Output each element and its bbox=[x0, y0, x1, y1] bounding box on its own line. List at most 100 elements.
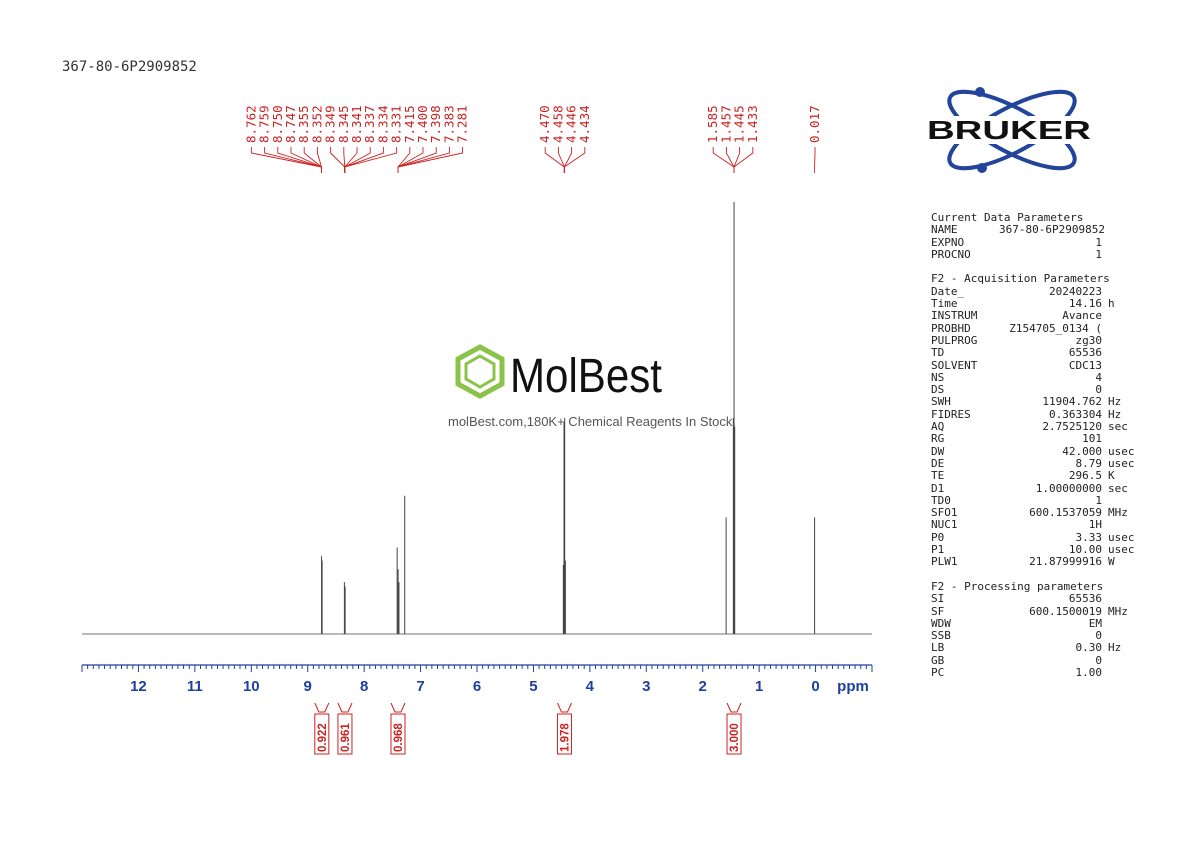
param-row: Date_ 20240223 bbox=[931, 284, 1148, 298]
peak-label: 8.759 bbox=[257, 105, 272, 143]
param-key: PROCNO bbox=[931, 247, 971, 261]
peak-label-connector bbox=[712, 147, 735, 173]
param-key: PULPROG bbox=[931, 333, 978, 347]
param-row: SWH 11904.762 Hz bbox=[931, 395, 1148, 409]
param-row: D1 1.00000000 sec bbox=[931, 481, 1148, 495]
benzene-icon bbox=[455, 344, 505, 399]
molbest-tagline: molBest.com,180K+ Chemical Reagents In S… bbox=[448, 414, 736, 429]
axis-tick-label: 1 bbox=[755, 678, 763, 695]
peak-label: 7.415 bbox=[402, 105, 417, 143]
param-unit: MHz bbox=[1108, 604, 1128, 618]
param-key: SI bbox=[931, 592, 945, 606]
integral-box bbox=[314, 713, 330, 755]
param-key: P1 bbox=[931, 543, 945, 557]
param-unit: Hz bbox=[1108, 395, 1122, 409]
peak-label: 8.345 bbox=[336, 105, 351, 143]
integral-box bbox=[556, 713, 572, 755]
param-value: 0 bbox=[1095, 629, 1102, 643]
param-value: 101 bbox=[1082, 432, 1102, 446]
nmr-spectrum: 8.7628.7598.7508.7478.3558.3528.3498.345… bbox=[81, 105, 873, 755]
integral-value: 0.961 bbox=[340, 723, 352, 752]
peak-label-connector bbox=[733, 147, 741, 173]
param-row: SOLVENT CDC13 bbox=[931, 359, 1148, 372]
param-value: 1 bbox=[1095, 235, 1102, 249]
integral-box bbox=[390, 713, 406, 755]
param-value: Avance bbox=[1062, 309, 1102, 323]
param-value: 65536 bbox=[1068, 346, 1102, 360]
param-unit bbox=[1108, 249, 1148, 261]
param-value: 20240223 bbox=[1049, 284, 1102, 298]
param-value: zg30 bbox=[1075, 333, 1103, 347]
axis-tick-label: 0 bbox=[811, 678, 819, 695]
param-value: 10.00 bbox=[1068, 543, 1102, 557]
param-row: PC 1.00 bbox=[931, 665, 1148, 679]
param-value: 11904.762 bbox=[1042, 395, 1102, 409]
param-row: SFO1 600.1537059 MHz bbox=[931, 506, 1148, 520]
param-key: DW bbox=[931, 444, 945, 458]
param-unit bbox=[1108, 519, 1148, 531]
molbest-logo: MolBest bbox=[452, 344, 672, 404]
param-unit bbox=[1108, 655, 1148, 667]
peak-label: 4.446 bbox=[564, 105, 579, 143]
param-row: NAME 367-80-6P2909852 bbox=[931, 223, 1148, 237]
peak-label: 8.762 bbox=[243, 105, 258, 143]
param-key: DS bbox=[931, 383, 945, 397]
param-unit: usec bbox=[1108, 444, 1135, 458]
axis-tick-label: 11 bbox=[187, 678, 203, 695]
param-value: 1 bbox=[1095, 493, 1102, 507]
param-row: NS 4 bbox=[931, 370, 1148, 384]
param-value: 1.00 bbox=[1075, 665, 1103, 679]
param-key: NS bbox=[931, 370, 945, 384]
param-unit: K bbox=[1108, 469, 1115, 483]
axis-label: ppm bbox=[837, 678, 869, 695]
peak-label-connector bbox=[344, 147, 371, 173]
peak-label: 7.400 bbox=[415, 105, 430, 143]
param-row: P0 3.33 usec bbox=[931, 530, 1148, 544]
param-value: 4 bbox=[1095, 370, 1102, 384]
param-value: 0 bbox=[1095, 383, 1102, 397]
param-unit: W bbox=[1108, 555, 1115, 569]
param-unit: h bbox=[1108, 297, 1115, 311]
param-key: SSB bbox=[931, 629, 951, 643]
peak-label: 8.747 bbox=[283, 105, 298, 143]
param-row: PULPROG zg30 bbox=[931, 333, 1148, 347]
param-unit bbox=[1108, 347, 1148, 359]
peak-label-connector bbox=[563, 147, 573, 173]
integral-value: 0.968 bbox=[393, 723, 405, 752]
param-key: DE bbox=[931, 456, 945, 470]
param-key: P0 bbox=[931, 530, 945, 544]
bruker-wordmark: BRUKER bbox=[927, 115, 1091, 145]
integral-bracket bbox=[726, 702, 742, 713]
param-row: FIDRES 0.363304 Hz bbox=[931, 408, 1148, 421]
current-params-title: Current Data Parameters bbox=[931, 211, 1084, 224]
param-row: SSB 0 bbox=[931, 629, 1148, 643]
integral-layer: 0.922 0.961 0.968 1.978 3.000 bbox=[314, 702, 742, 755]
param-row: LB 0.30 Hz bbox=[931, 642, 1148, 655]
param-value: 1.00000000 bbox=[1035, 481, 1102, 495]
param-value: 14.16 bbox=[1068, 297, 1102, 311]
param-key: TD bbox=[931, 346, 945, 360]
integral-box bbox=[337, 713, 353, 755]
axis-tick-label: 3 bbox=[642, 678, 650, 695]
param-value: 1 bbox=[1095, 247, 1102, 261]
param-value: EM bbox=[1088, 616, 1102, 630]
param-key: WDW bbox=[931, 616, 951, 630]
axis-tick-label: 4 bbox=[586, 678, 595, 695]
param-value: 65536 bbox=[1068, 592, 1102, 606]
axis-tick-label: 10 bbox=[243, 678, 260, 695]
param-value: 600.1537059 bbox=[1029, 506, 1102, 520]
peak-label: 4.434 bbox=[577, 105, 592, 143]
param-row: WDW EM bbox=[931, 616, 1148, 630]
param-row: INSTRUM Avance bbox=[931, 309, 1148, 323]
param-key: AQ bbox=[931, 420, 945, 434]
processing-params-list: SI 65536 SF 600.1500019 MHz WDW EM SSB 0 LB 0.30 Hz… bbox=[931, 592, 1148, 679]
peak-label: 7.281 bbox=[455, 105, 470, 143]
param-row: PLW1 21.87999916 W bbox=[931, 555, 1148, 569]
param-key: NAME bbox=[931, 223, 958, 237]
param-row: DS 0 bbox=[931, 383, 1148, 397]
peak-label: 4.470 bbox=[537, 105, 552, 143]
param-value: 21.87999916 bbox=[1029, 555, 1102, 569]
param-row: TD 65536 bbox=[931, 346, 1148, 360]
integral-value: 1.978 bbox=[559, 723, 571, 752]
axis-tick-label: 5 bbox=[529, 678, 537, 695]
